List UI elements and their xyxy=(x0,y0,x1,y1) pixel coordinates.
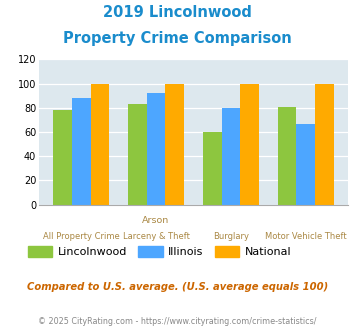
Bar xyxy=(147,93,165,205)
Bar xyxy=(315,83,334,205)
Bar xyxy=(278,107,296,205)
Bar xyxy=(240,83,259,205)
Bar xyxy=(222,108,240,205)
Text: Property Crime Comparison: Property Crime Comparison xyxy=(63,31,292,46)
Text: 2019 Lincolnwood: 2019 Lincolnwood xyxy=(103,5,252,20)
Bar xyxy=(53,110,72,205)
Bar xyxy=(128,104,147,205)
Text: © 2025 CityRating.com - https://www.cityrating.com/crime-statistics/: © 2025 CityRating.com - https://www.city… xyxy=(38,317,317,326)
Text: All Property Crime: All Property Crime xyxy=(43,232,120,241)
Bar xyxy=(91,83,109,205)
Bar xyxy=(296,123,315,205)
Bar xyxy=(165,83,184,205)
Text: Burglary: Burglary xyxy=(213,232,249,241)
Bar xyxy=(72,98,91,205)
Text: Compared to U.S. average. (U.S. average equals 100): Compared to U.S. average. (U.S. average … xyxy=(27,282,328,292)
Legend: Lincolnwood, Illinois, National: Lincolnwood, Illinois, National xyxy=(23,242,296,261)
Bar xyxy=(203,132,222,205)
Text: Arson: Arson xyxy=(142,216,170,225)
Text: Motor Vehicle Theft: Motor Vehicle Theft xyxy=(265,232,346,241)
Text: Larceny & Theft: Larceny & Theft xyxy=(122,232,190,241)
